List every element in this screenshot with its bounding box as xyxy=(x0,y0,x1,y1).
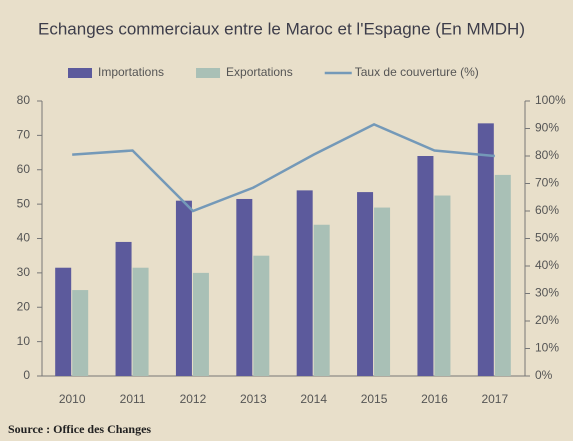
bar xyxy=(313,224,330,376)
bar xyxy=(175,200,192,376)
line xyxy=(72,122,495,213)
legend-label: Importations xyxy=(98,65,164,79)
y2-tick-label: 70% xyxy=(535,176,559,190)
legend-label: Taux de couverture (%) xyxy=(355,65,479,79)
bar xyxy=(72,290,89,376)
y-tick-label: 80 xyxy=(17,93,31,107)
legend-swatch xyxy=(196,68,221,78)
bar xyxy=(296,190,313,376)
legend-swatch xyxy=(68,68,92,78)
bar xyxy=(236,198,253,376)
y2-tick-label: 10% xyxy=(535,341,559,355)
y2-tick-label: 80% xyxy=(535,148,559,162)
bar xyxy=(55,267,72,376)
bar xyxy=(494,174,511,376)
y-tick-label: 20 xyxy=(17,299,31,313)
x-tick-label: 2011 xyxy=(120,392,146,406)
y2-tick-label: 40% xyxy=(535,258,559,272)
y-tick-label: 0 xyxy=(23,368,30,382)
x-tick-label: 2013 xyxy=(240,392,267,406)
y2-tick-label: 30% xyxy=(535,286,559,300)
x-tick-label: 2016 xyxy=(421,392,448,406)
x-tick-label: 2014 xyxy=(300,392,327,406)
bar xyxy=(253,255,270,376)
bar xyxy=(357,192,374,376)
y-tick-label: 40 xyxy=(17,231,31,245)
y2-tick-label: 60% xyxy=(535,203,559,217)
bar xyxy=(192,272,209,376)
x-tick-label: 2010 xyxy=(59,392,86,406)
bar xyxy=(115,241,132,376)
bar xyxy=(477,123,494,376)
y2-tick-label: 20% xyxy=(535,313,559,327)
y2-tick-label: 50% xyxy=(535,231,559,245)
y2-tick-label: 90% xyxy=(535,121,559,135)
x-tick-label: 2012 xyxy=(180,392,207,406)
bar xyxy=(434,195,451,376)
y-tick-label: 70 xyxy=(17,128,31,142)
y-tick-label: 60 xyxy=(17,162,31,176)
y-tick-label: 10 xyxy=(17,334,31,348)
source: Source : Office des Changes xyxy=(8,422,151,436)
bar xyxy=(417,156,434,376)
y-tick-label: 50 xyxy=(17,196,31,210)
x-tick-label: 2015 xyxy=(361,392,388,406)
legend-label: Exportations xyxy=(226,65,293,79)
y2-tick-label: 100% xyxy=(535,93,566,107)
y2-tick-label: 0% xyxy=(535,368,553,382)
bar xyxy=(132,267,149,376)
y-tick-label: 30 xyxy=(17,265,31,279)
chart-title: Echanges commerciaux entre le Maroc et l… xyxy=(38,19,525,38)
bar xyxy=(374,207,391,376)
x-tick-label: 2017 xyxy=(481,392,508,406)
